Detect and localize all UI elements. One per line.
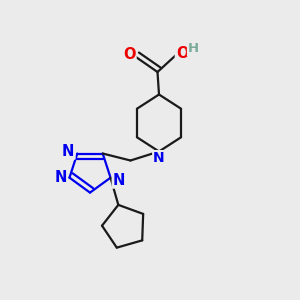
Text: N: N — [62, 144, 74, 159]
Text: H: H — [188, 42, 199, 56]
Text: O: O — [176, 46, 188, 61]
Text: N: N — [153, 151, 165, 165]
Text: N: N — [113, 172, 125, 188]
Text: N: N — [54, 170, 67, 185]
Text: O: O — [123, 46, 136, 62]
